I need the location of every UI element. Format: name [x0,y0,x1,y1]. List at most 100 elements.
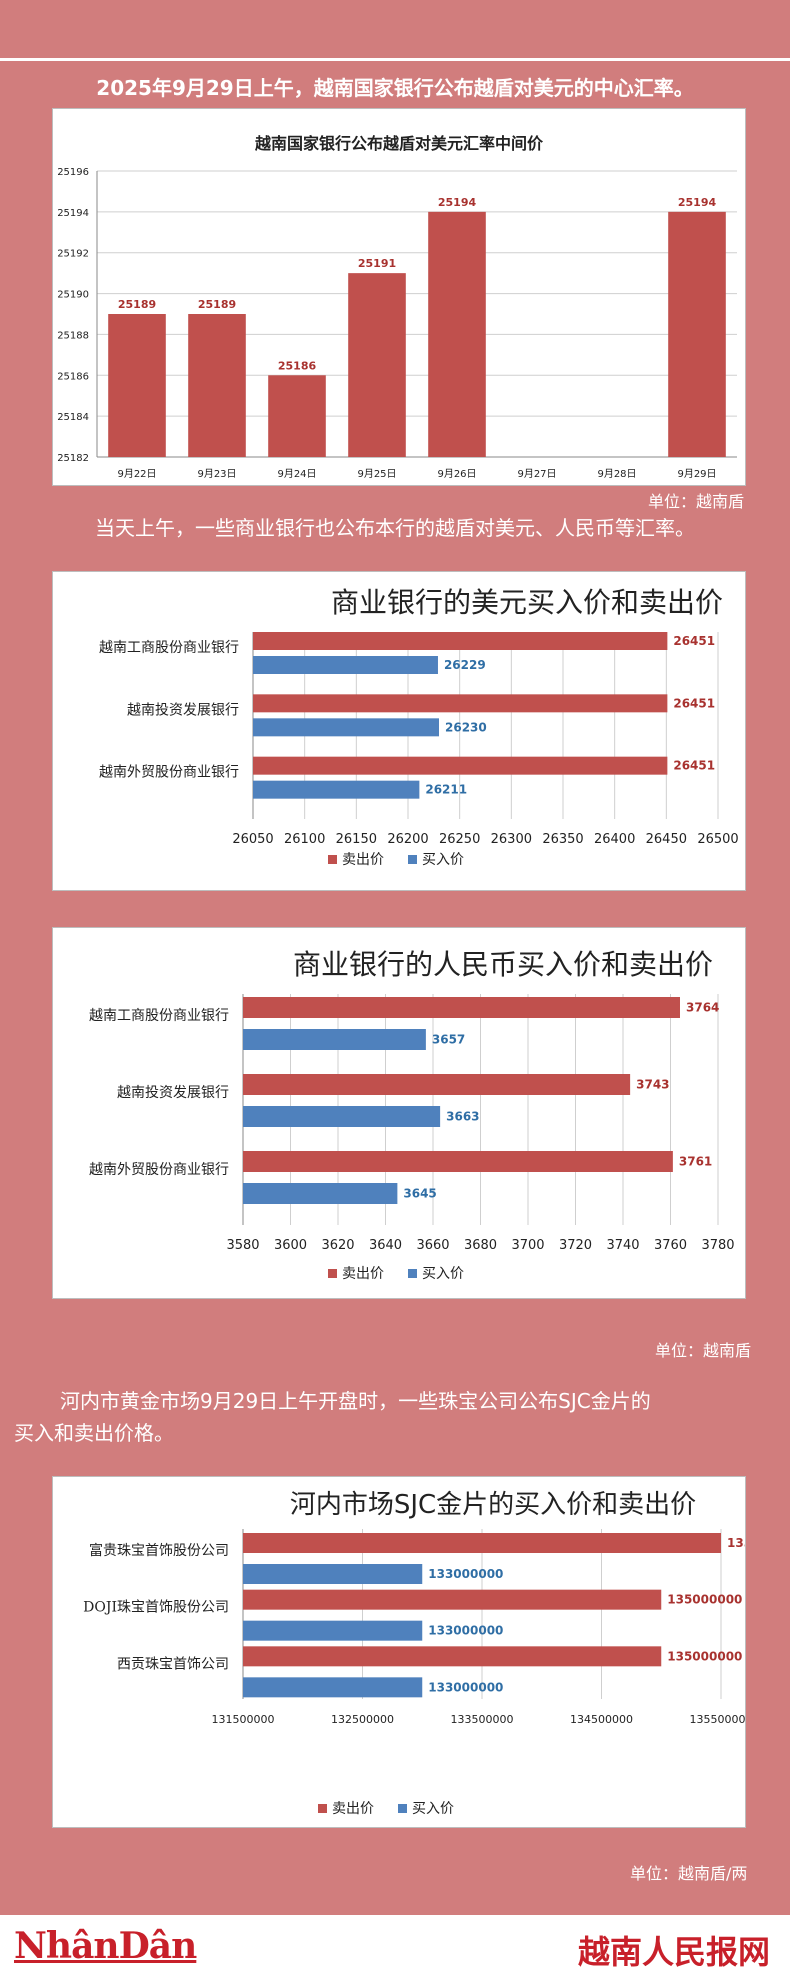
chart-panel-gold: 河内市场SJC金片的买入价和卖出价 131500000 132500000 13350… [52,1476,746,1828]
sjc-gold-chart: 河内市场SJC金片的买入价和卖出价 131500000 132500000 13350… [83,1490,746,1817]
chart-panel-usd: 商业银行的美元买入价和卖出价 26050 26100 26150 26200 26250 2… [52,571,746,891]
bar-买入价-2 [243,1677,423,1698]
category-label-2: 越南外贸股份商业银行 [89,1162,229,1178]
x-tick-label-2: 133500000 [451,1713,514,1726]
bar-买入价-1 [253,718,439,737]
x-tick-label-5: 26300 [491,832,532,847]
chart-title: 河内市场SJC金片的买入价和卖出价 [290,1490,696,1520]
x-tick-label-7: 3720 [559,1238,592,1253]
bar-买入价-2 [253,780,420,799]
legend-label-0: 卖出价 [332,1801,374,1817]
data-label-买入价-2: 133000000 [428,1680,503,1694]
usd-rates-chart: 商业银行的美元买入价和卖出价 26050 26100 26150 26200 26250 2… [99,586,739,868]
x-tick-label-9: 3760 [654,1238,687,1253]
x-tick-label-6: 3700 [511,1238,544,1253]
bar-买入价-2 [243,1183,398,1204]
bar-9月24日 [268,375,326,457]
bar-卖出价-0 [253,632,668,650]
x-tick-label-3: 3640 [369,1238,402,1253]
x-tick-label-1: 3600 [274,1238,307,1253]
category-label-1: 越南投资发展银行 [117,1085,229,1101]
category-label-0: 富贵珠宝首饰股份公司 [89,1542,229,1559]
data-label-买入价-0: 3657 [432,1033,465,1047]
chart-panel-cny: 商业银行的人民币买入价和卖出价 3580 3600 3620 3640 3660 3680 3… [52,927,746,1299]
y-tick-label-4: 25190 [57,290,89,301]
category-label-1: DOJI珠宝首饰股份公司 [83,1600,229,1616]
data-label-买入价-2: 26211 [425,783,467,797]
data-label-9月25日: 25191 [358,257,396,270]
bar-卖出价-1 [243,1589,662,1610]
bar-9月29日 [668,211,726,457]
x-tick-label-6: 9月28日 [597,468,636,480]
bar-卖出价-1 [243,1074,631,1095]
chart-panel-central-rate: 越南国家银行公布越盾对美元汇率中间价 25182 25184 25186 25188 25… [52,108,746,486]
category-label-2: 西贡珠宝首饰公司 [117,1656,229,1672]
data-label-9月22日: 25189 [118,298,156,311]
data-label-卖出价-2: 135000000 [667,1649,742,1663]
x-tick-label-4: 26250 [439,832,480,847]
data-label-9月24日: 25186 [278,359,317,372]
legend-swatch-1 [398,1804,407,1813]
legend-label-0: 卖出价 [342,852,384,868]
unit-label-vnd-2: 单位：越南盾 [655,1341,752,1360]
data-label-卖出价-0: 135500000 [727,1536,745,1550]
legend-swatch-0 [328,1269,337,1278]
x-tick-label-8: 3740 [606,1238,639,1253]
data-label-买入价-0: 133000000 [428,1567,503,1581]
mid-paragraph: 当天上午，一些商业银行也公布本行的越盾对美元、人民币等汇率。 [95,516,695,540]
chart-title: 越南国家银行公布越盾对美元汇率中间价 [254,134,544,153]
bar-买入价-0 [253,656,438,674]
x-tick-label-8: 26450 [646,832,687,847]
x-tick-label-0: 3580 [226,1238,259,1253]
x-tick-label-4: 135500000 [690,1713,746,1726]
x-tick-label-2: 3620 [321,1238,354,1253]
y-tick-label-6: 25194 [57,208,89,219]
legend-label-1: 买入价 [422,852,464,868]
bar-9月26日 [428,211,486,457]
bar-卖出价-2 [243,1646,662,1667]
data-label-卖出价-2: 26451 [673,759,715,773]
legend-swatch-1 [408,1269,417,1278]
x-tick-label-0: 26050 [232,832,273,847]
footer-bar: NhânDân 越南人民报网 [0,1915,790,1975]
gold-paragraph-line2: 买入和卖出价格。 [14,1421,174,1445]
data-label-买入价-1: 3663 [446,1110,479,1124]
top-divider [0,58,790,61]
site-name-logo[interactable]: 越南人民报网 [577,1933,770,1971]
bar-9月23日 [188,314,246,457]
data-label-卖出价-1: 3743 [636,1078,669,1092]
legend-swatch-1 [408,855,417,864]
data-label-卖出价-1: 26451 [673,696,715,710]
data-label-9月23日: 25189 [198,298,236,311]
x-tick-label-7: 9月29日 [677,468,716,480]
bar-9月25日 [348,273,406,457]
x-tick-label-7: 26400 [594,832,635,847]
chart-title: 商业银行的美元买入价和卖出价 [331,586,723,619]
x-tick-label-1: 132500000 [331,1713,394,1726]
x-tick-label-0: 9月22日 [117,468,156,480]
data-label-买入价-1: 133000000 [428,1624,503,1638]
x-tick-label-4: 9月26日 [437,468,476,480]
x-tick-label-0: 131500000 [212,1713,275,1726]
x-tick-label-3: 9月25日 [357,468,396,480]
legend-label-1: 买入价 [422,1266,464,1282]
y-tick-label-5: 25192 [57,249,89,260]
legend-swatch-0 [328,855,337,864]
x-tick-label-5: 3680 [464,1238,497,1253]
category-label-1: 越南投资发展银行 [127,702,239,718]
x-tick-label-6: 26350 [542,832,583,847]
category-label-2: 越南外贸股份商业银行 [99,765,239,781]
intro-paragraph: 2025年9月29日上午，越南国家银行公布越盾对美元的中心汇率。 [96,76,694,100]
y-tick-label-0: 25182 [57,453,89,464]
nhandan-logo[interactable]: NhânDân [14,1925,197,1967]
central-rate-chart: 越南国家银行公布越盾对美元汇率中间价 25182 25184 25186 25188 25… [57,134,737,480]
x-tick-label-1: 26100 [284,832,325,847]
data-label-买入价-2: 3645 [403,1187,436,1201]
x-tick-label-3: 26200 [387,832,428,847]
y-tick-label-3: 25188 [57,330,89,341]
x-tick-label-4: 3660 [416,1238,449,1253]
y-tick-label-1: 25184 [57,412,89,423]
cny-rates-chart: 商业银行的人民币买入价和卖出价 3580 3600 3620 3640 3660 3680 3… [89,948,735,1282]
bar-买入价-1 [243,1106,441,1127]
data-label-9月26日: 25194 [438,196,477,209]
